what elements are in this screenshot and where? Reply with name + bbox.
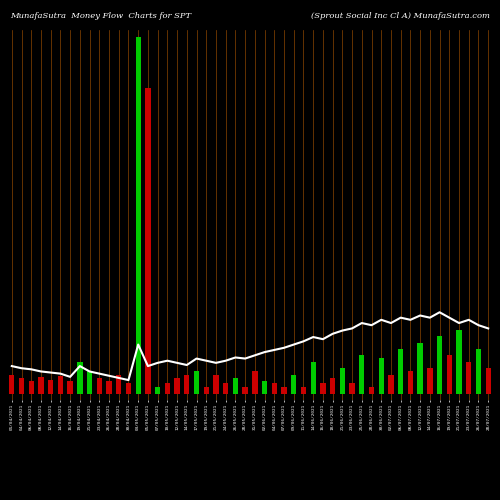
Bar bbox=[87, 370, 92, 394]
Text: (Sprout Social Inc Cl A) MunafaSutra.com: (Sprout Social Inc Cl A) MunafaSutra.com bbox=[311, 12, 490, 20]
Bar bbox=[106, 381, 112, 394]
Bar bbox=[378, 358, 384, 394]
Bar bbox=[486, 368, 491, 394]
Bar bbox=[330, 378, 336, 394]
Bar bbox=[408, 370, 413, 394]
Bar bbox=[427, 368, 432, 394]
Bar bbox=[272, 384, 277, 394]
Bar bbox=[446, 356, 452, 394]
Bar bbox=[9, 374, 15, 394]
Bar bbox=[369, 388, 374, 394]
Bar bbox=[204, 388, 209, 394]
Bar bbox=[310, 362, 316, 394]
Bar bbox=[77, 362, 82, 394]
Bar bbox=[28, 381, 34, 394]
Bar bbox=[350, 384, 355, 394]
Bar bbox=[164, 384, 170, 394]
Bar bbox=[19, 378, 24, 394]
Bar bbox=[96, 378, 102, 394]
Bar bbox=[194, 370, 199, 394]
Bar bbox=[388, 374, 394, 394]
Bar bbox=[68, 381, 73, 394]
Bar bbox=[456, 330, 462, 394]
Text: MunafaSutra  Money Flow  Charts for SPT: MunafaSutra Money Flow Charts for SPT bbox=[10, 12, 191, 20]
Bar bbox=[320, 384, 326, 394]
Bar bbox=[38, 377, 44, 394]
Bar bbox=[145, 88, 150, 394]
Bar bbox=[437, 336, 442, 394]
Bar bbox=[48, 380, 54, 394]
Bar bbox=[282, 388, 286, 394]
Bar bbox=[340, 368, 345, 394]
Bar bbox=[242, 388, 248, 394]
Bar bbox=[262, 381, 268, 394]
Bar bbox=[232, 378, 238, 394]
Bar bbox=[116, 374, 121, 394]
Bar bbox=[291, 374, 296, 394]
Bar bbox=[476, 349, 481, 394]
Bar bbox=[214, 374, 218, 394]
Bar bbox=[301, 388, 306, 394]
Bar bbox=[252, 370, 258, 394]
Bar bbox=[136, 37, 141, 394]
Bar bbox=[359, 356, 364, 394]
Bar bbox=[223, 384, 228, 394]
Bar bbox=[155, 388, 160, 394]
Bar bbox=[58, 376, 63, 394]
Bar bbox=[418, 342, 423, 394]
Bar bbox=[466, 362, 471, 394]
Bar bbox=[398, 349, 404, 394]
Bar bbox=[126, 384, 131, 394]
Bar bbox=[184, 374, 190, 394]
Bar bbox=[174, 378, 180, 394]
